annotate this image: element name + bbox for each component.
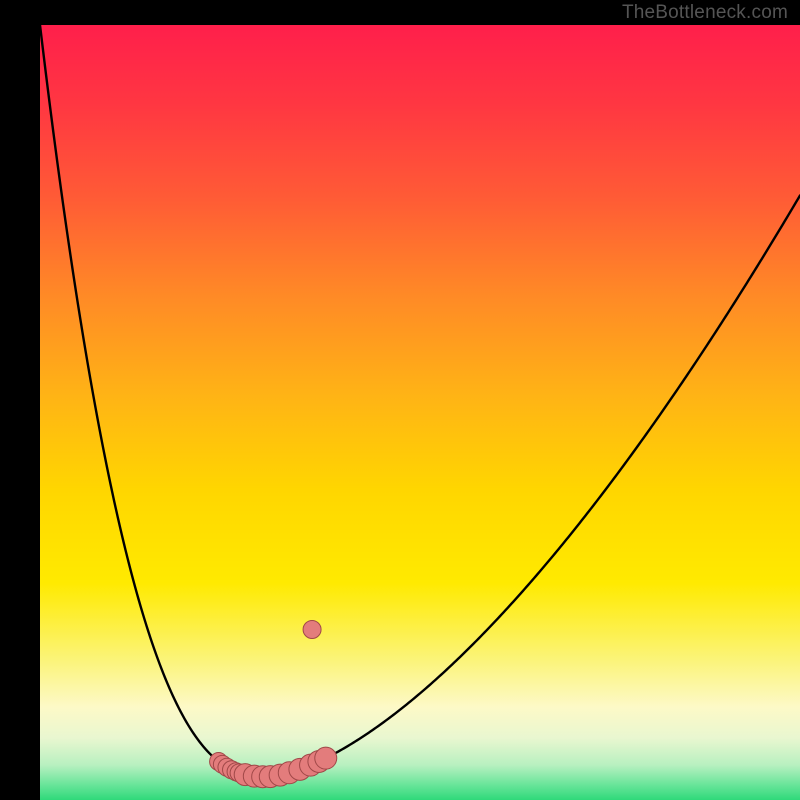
plot-background — [40, 25, 800, 800]
data-marker — [303, 621, 321, 639]
watermark-text: TheBottleneck.com — [622, 2, 788, 24]
bottleneck-chart — [0, 0, 800, 800]
chart-container: TheBottleneck.com — [0, 0, 800, 800]
data-marker — [315, 747, 337, 769]
